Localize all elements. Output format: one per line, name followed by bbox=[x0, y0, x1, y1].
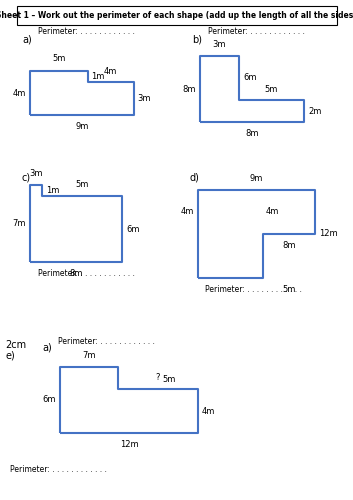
Text: Perimeter: . . . . . . . . . . . .: Perimeter: . . . . . . . . . . . . bbox=[38, 28, 135, 36]
Text: 6m: 6m bbox=[243, 74, 257, 82]
Text: 1m: 1m bbox=[91, 72, 105, 81]
Text: 5m: 5m bbox=[52, 54, 65, 63]
Text: 8m: 8m bbox=[245, 129, 259, 138]
Text: 4m: 4m bbox=[181, 208, 194, 216]
Text: 12m: 12m bbox=[120, 440, 138, 449]
Text: 1m: 1m bbox=[47, 186, 60, 195]
Text: 5m: 5m bbox=[282, 285, 296, 294]
Text: 5m: 5m bbox=[163, 375, 176, 384]
Text: Perimeter: . . . . . . . . . . . .: Perimeter: . . . . . . . . . . . . bbox=[205, 286, 302, 294]
Text: d): d) bbox=[190, 172, 200, 182]
Text: 7m: 7m bbox=[82, 351, 96, 360]
Text: 3m: 3m bbox=[138, 94, 151, 103]
Text: 8m: 8m bbox=[183, 84, 196, 94]
Text: 6m: 6m bbox=[126, 224, 139, 234]
Text: Perimeter: . . . . . . . . . . . .: Perimeter: . . . . . . . . . . . . bbox=[208, 28, 305, 36]
Text: 4m: 4m bbox=[202, 406, 215, 416]
Text: 4m: 4m bbox=[266, 208, 279, 216]
Text: 5m: 5m bbox=[265, 85, 278, 94]
Text: 3m: 3m bbox=[213, 40, 226, 49]
Text: Perimeter: . . . . . . . . . . . .: Perimeter: . . . . . . . . . . . . bbox=[38, 268, 135, 278]
Text: a): a) bbox=[42, 343, 52, 353]
Text: 9m: 9m bbox=[250, 174, 263, 183]
Text: 5m: 5m bbox=[75, 180, 89, 189]
Text: Perimeter: . . . . . . . . . . . .: Perimeter: . . . . . . . . . . . . bbox=[58, 338, 155, 346]
Text: 8m: 8m bbox=[69, 269, 83, 278]
Text: a): a) bbox=[22, 35, 32, 45]
Text: 4m: 4m bbox=[13, 88, 26, 98]
Text: e): e) bbox=[5, 350, 15, 360]
Text: b): b) bbox=[192, 35, 202, 45]
Text: 4m: 4m bbox=[104, 67, 117, 76]
Text: 6m: 6m bbox=[42, 396, 56, 404]
FancyBboxPatch shape bbox=[17, 6, 336, 25]
Text: ?: ? bbox=[156, 374, 160, 382]
Text: 2m: 2m bbox=[308, 106, 321, 116]
Text: 2cm: 2cm bbox=[5, 340, 26, 350]
Text: c): c) bbox=[22, 172, 31, 182]
Text: Sheet 1 – Work out the perimeter of each shape (add up the length of all the sid: Sheet 1 – Work out the perimeter of each… bbox=[0, 10, 353, 20]
Text: 8m: 8m bbox=[282, 241, 296, 250]
Text: 7m: 7m bbox=[12, 219, 26, 228]
Text: 9m: 9m bbox=[75, 122, 89, 131]
Text: Perimeter: . . . . . . . . . . . .: Perimeter: . . . . . . . . . . . . bbox=[10, 466, 107, 474]
Text: 12m: 12m bbox=[319, 230, 337, 238]
Text: 3m: 3m bbox=[29, 169, 42, 178]
